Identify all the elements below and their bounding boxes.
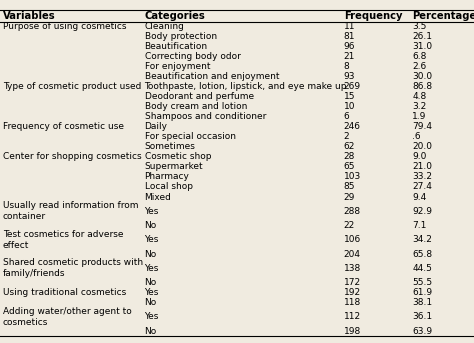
Text: No: No <box>145 278 157 287</box>
Text: Toothpaste, lotion, lipstick, and eye make up: Toothpaste, lotion, lipstick, and eye ma… <box>145 82 347 91</box>
Text: 26.1: 26.1 <box>412 32 432 42</box>
Text: Yes: Yes <box>145 288 159 297</box>
Text: 6: 6 <box>344 113 349 121</box>
Text: 15: 15 <box>344 92 355 102</box>
Text: 21.0: 21.0 <box>412 163 432 172</box>
Text: 204: 204 <box>344 250 361 259</box>
Text: Cosmetic shop: Cosmetic shop <box>145 153 211 162</box>
Text: Supermarket: Supermarket <box>145 163 203 172</box>
Text: No: No <box>145 327 157 336</box>
Text: 30.0: 30.0 <box>412 72 432 81</box>
Text: Body cream and lotion: Body cream and lotion <box>145 103 247 111</box>
Text: Usually read information from
container: Usually read information from container <box>3 201 138 221</box>
Text: 33.2: 33.2 <box>412 173 432 181</box>
Text: Pharmacy: Pharmacy <box>145 173 190 181</box>
Text: 9.0: 9.0 <box>412 153 427 162</box>
Text: Local shop: Local shop <box>145 182 192 191</box>
Text: 269: 269 <box>344 82 361 91</box>
Text: 36.1: 36.1 <box>412 312 432 321</box>
Text: 92.9: 92.9 <box>412 207 432 216</box>
Text: 61.9: 61.9 <box>412 288 432 297</box>
Text: Correcting body odor: Correcting body odor <box>145 52 240 61</box>
Text: Yes: Yes <box>145 264 159 273</box>
Text: Using traditional cosmetics: Using traditional cosmetics <box>3 288 126 297</box>
Text: Yes: Yes <box>145 235 159 244</box>
Text: 28: 28 <box>344 153 355 162</box>
Text: 29: 29 <box>344 192 355 201</box>
Text: 44.5: 44.5 <box>412 264 432 273</box>
Text: 62: 62 <box>344 142 355 152</box>
Text: 138: 138 <box>344 264 361 273</box>
Text: Beautification and enjoyment: Beautification and enjoyment <box>145 72 279 81</box>
Text: 65.8: 65.8 <box>412 250 432 259</box>
Text: Body protection: Body protection <box>145 32 217 42</box>
Text: Type of cosmetic product used: Type of cosmetic product used <box>3 82 141 91</box>
Text: Frequency: Frequency <box>344 11 402 21</box>
Text: 106: 106 <box>344 235 361 244</box>
Text: 27.4: 27.4 <box>412 182 432 191</box>
Text: For special occasion: For special occasion <box>145 132 236 141</box>
Text: 118: 118 <box>344 298 361 307</box>
Text: 11: 11 <box>344 22 355 31</box>
Text: 21: 21 <box>344 52 355 61</box>
Text: 6.8: 6.8 <box>412 52 427 61</box>
Text: Shampoos and conditioner: Shampoos and conditioner <box>145 113 266 121</box>
Text: 38.1: 38.1 <box>412 298 432 307</box>
Text: 10: 10 <box>344 103 355 111</box>
Text: 2: 2 <box>344 132 349 141</box>
Text: Mixed: Mixed <box>145 192 172 201</box>
Text: Test cosmetics for adverse
effect: Test cosmetics for adverse effect <box>3 230 123 250</box>
Text: No: No <box>145 221 157 230</box>
Text: Cleaning: Cleaning <box>145 22 184 31</box>
Text: 112: 112 <box>344 312 361 321</box>
Text: 96: 96 <box>344 43 355 51</box>
Text: Variables: Variables <box>3 11 55 21</box>
Text: Shared cosmetic products with
family/friends: Shared cosmetic products with family/fri… <box>3 258 143 279</box>
Text: Categories: Categories <box>145 11 205 21</box>
Text: Daily: Daily <box>145 122 168 131</box>
Text: 65: 65 <box>344 163 355 172</box>
Text: Center for shopping cosmetics: Center for shopping cosmetics <box>3 153 141 162</box>
Text: 93: 93 <box>344 72 355 81</box>
Text: Frequency of cosmetic use: Frequency of cosmetic use <box>3 122 124 131</box>
Text: 20.0: 20.0 <box>412 142 432 152</box>
Text: 81: 81 <box>344 32 355 42</box>
Text: No: No <box>145 250 157 259</box>
Text: Beautification: Beautification <box>145 43 208 51</box>
Text: Sometimes: Sometimes <box>145 142 195 152</box>
Text: 103: 103 <box>344 173 361 181</box>
Text: 22: 22 <box>344 221 355 230</box>
Text: 85: 85 <box>344 182 355 191</box>
Text: Yes: Yes <box>145 312 159 321</box>
Text: 34.2: 34.2 <box>412 235 432 244</box>
Text: For enjoyment: For enjoyment <box>145 62 210 71</box>
Text: 79.4: 79.4 <box>412 122 432 131</box>
Text: 9.4: 9.4 <box>412 192 427 201</box>
Text: 8: 8 <box>344 62 349 71</box>
Text: 172: 172 <box>344 278 361 287</box>
Text: 31.0: 31.0 <box>412 43 432 51</box>
Text: Percentage: Percentage <box>412 11 474 21</box>
Text: 198: 198 <box>344 327 361 336</box>
Text: 4.8: 4.8 <box>412 92 427 102</box>
Text: 3.5: 3.5 <box>412 22 427 31</box>
Text: No: No <box>145 298 157 307</box>
Text: 246: 246 <box>344 122 361 131</box>
Text: 55.5: 55.5 <box>412 278 432 287</box>
Text: 63.9: 63.9 <box>412 327 432 336</box>
Text: 1.9: 1.9 <box>412 113 427 121</box>
Text: 3.2: 3.2 <box>412 103 427 111</box>
Text: 86.8: 86.8 <box>412 82 432 91</box>
Text: Deodorant and perfume: Deodorant and perfume <box>145 92 254 102</box>
Text: Adding water/other agent to
cosmetics: Adding water/other agent to cosmetics <box>3 307 132 327</box>
Text: 192: 192 <box>344 288 361 297</box>
Text: 7.1: 7.1 <box>412 221 427 230</box>
Text: Yes: Yes <box>145 207 159 216</box>
Text: 2.6: 2.6 <box>412 62 427 71</box>
Text: Purpose of using cosmetics: Purpose of using cosmetics <box>3 22 127 31</box>
Text: .6: .6 <box>412 132 421 141</box>
Text: 288: 288 <box>344 207 361 216</box>
